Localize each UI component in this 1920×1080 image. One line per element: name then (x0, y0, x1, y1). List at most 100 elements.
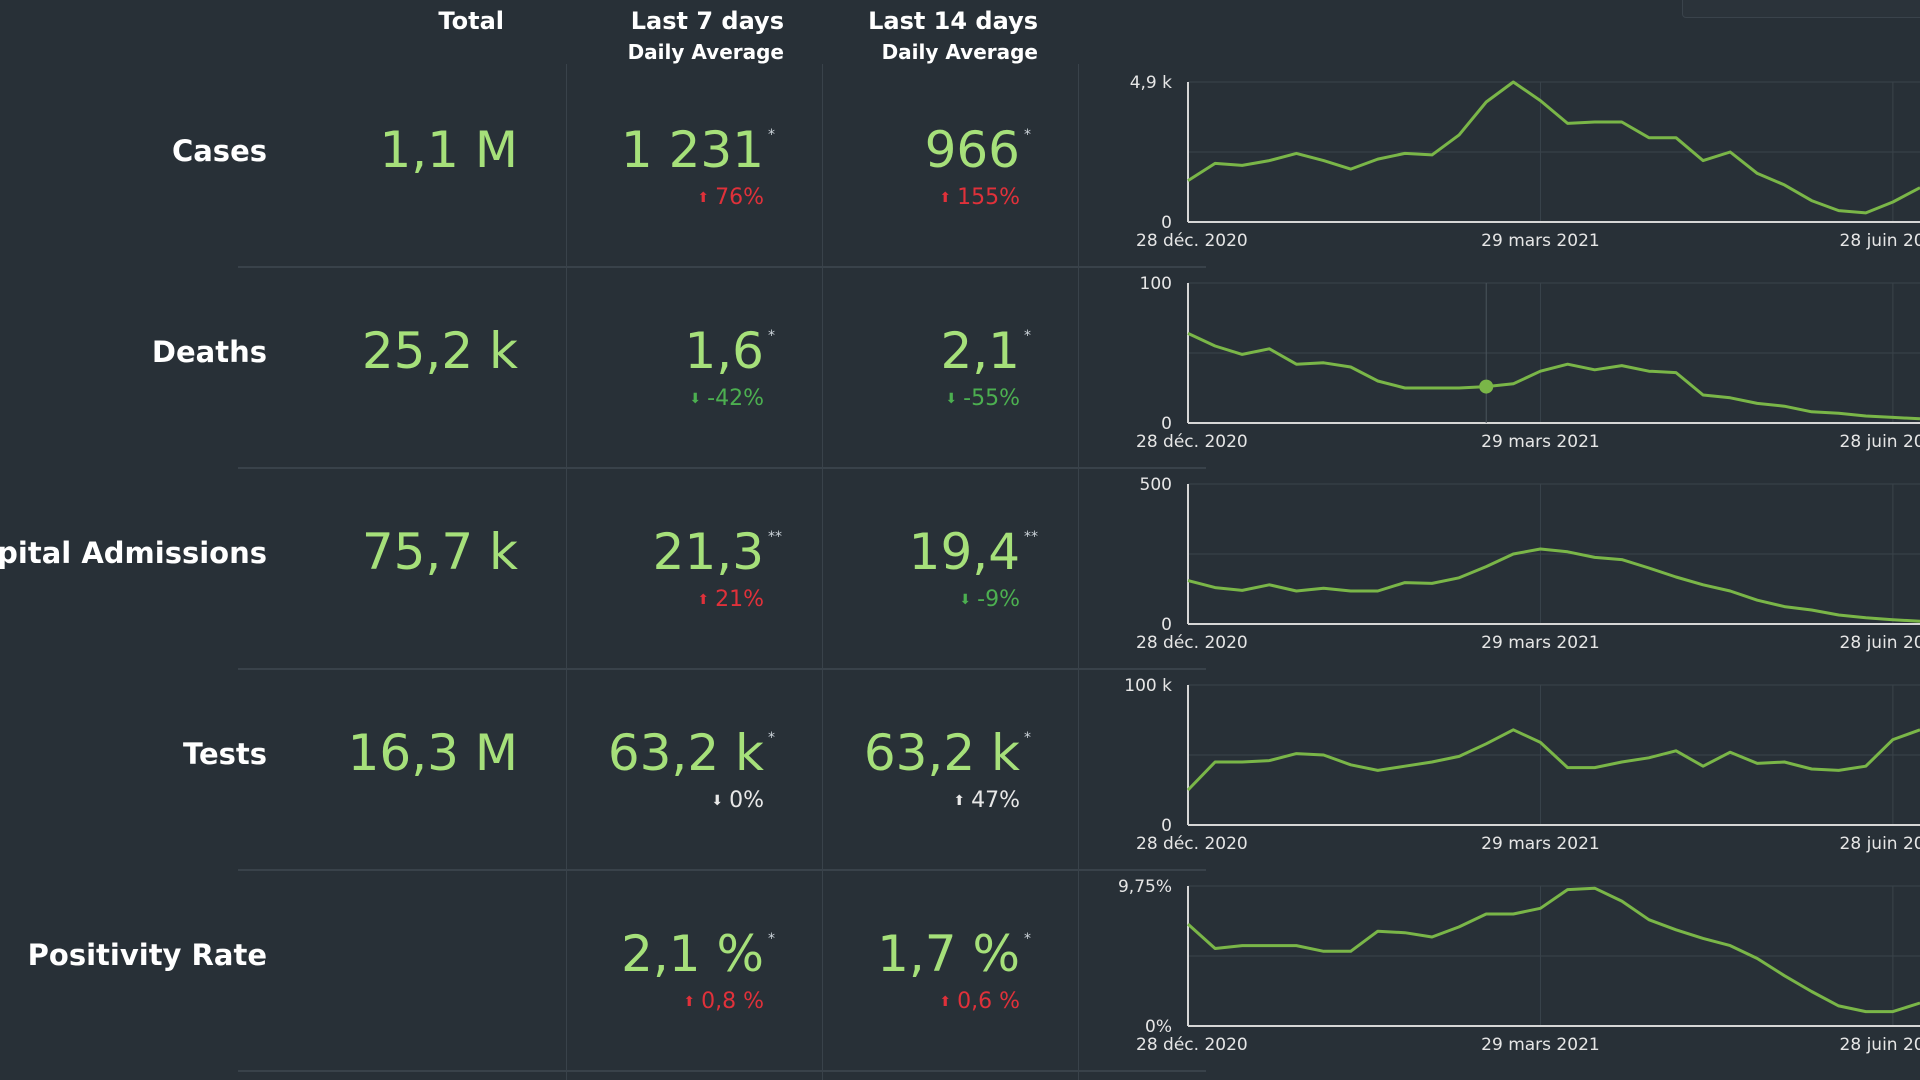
header-last7-label: Last 7 days (630, 7, 784, 35)
column-divider (1078, 64, 1079, 1080)
last7-value: 1 231 (620, 121, 764, 179)
x-tick-label: 29 mars 2021 (1481, 633, 1600, 653)
last7-value: 21,3 (652, 523, 764, 581)
total-value: 1,1 M (379, 121, 518, 179)
last14-change: ⬆ 47% (816, 788, 1020, 814)
last7-change-value: 0,8 % (701, 989, 764, 1014)
x-tick-label: 28 juin 2021 (1840, 834, 1920, 854)
total-value: 16,3 M (347, 724, 518, 782)
last14-value: 2,1 (940, 322, 1020, 380)
total-value: 25,2 k (361, 322, 518, 380)
sparkline-chart: 9,75% 0%28 déc. 2020 29 mars 2021 28 juin 2… (1118, 877, 1920, 1055)
sparkline-chart: 100 k 028 déc. 2020 29 mars 2021 28 juin 20… (1124, 676, 1920, 854)
x-tick-label: 28 déc. 2020 (1136, 231, 1248, 251)
last14-value: 63,2 k (863, 724, 1020, 782)
last7-change: ⬆ 76% (560, 185, 764, 211)
header-last14-label: Last 14 days (868, 7, 1038, 35)
y-tick-label: 100 k (1124, 676, 1172, 696)
x-tick-label: 28 déc. 2020 (1136, 834, 1248, 854)
last14-change: ⬇ -55% (816, 386, 1020, 412)
header-total-label: Total (438, 7, 504, 35)
arrow-down-icon: ⬇ (945, 391, 958, 407)
row-divider (238, 1070, 1206, 1072)
x-tick-label: 28 déc. 2020 (1136, 633, 1248, 653)
arrow-up-icon: ⬆ (683, 994, 696, 1010)
last7-change-value: 0% (729, 788, 764, 813)
last7-footnote-mark: * (768, 931, 775, 947)
y-tick-label: 100 (1140, 274, 1172, 294)
last7-change-value: -42% (707, 386, 764, 411)
y-tick-label: 500 (1140, 475, 1172, 495)
last7-value: 1,6 (684, 322, 764, 380)
last14-footnote-mark: * (1024, 931, 1031, 947)
last14-footnote-mark: * (1024, 730, 1031, 746)
row-divider (238, 668, 1206, 670)
arrow-up-icon: ⬆ (939, 994, 952, 1010)
y-tick-label: 0 (1161, 213, 1172, 233)
arrow-up-icon: ⬆ (697, 592, 710, 608)
total-value: 75,7 k (361, 523, 518, 581)
x-tick-label: 28 déc. 2020 (1136, 1035, 1248, 1055)
row-label: Positivity Rate (27, 938, 267, 972)
x-tick-label: 29 mars 2021 (1481, 231, 1600, 251)
y-tick-label: 0 (1161, 414, 1172, 434)
x-tick-label: 29 mars 2021 (1481, 834, 1600, 854)
y-tick-label: 0 (1161, 615, 1172, 635)
last14-change: ⬆ 155% (816, 185, 1020, 211)
y-tick-label: 9,75% (1118, 877, 1172, 897)
x-tick-label: 29 mars 2021 (1481, 432, 1600, 452)
last14-change-value: 155% (957, 185, 1020, 210)
series-line (1186, 728, 1920, 792)
x-tick-label: 28 juin 2021 (1840, 432, 1920, 452)
x-tick-label: 28 juin 2021 (1840, 633, 1920, 653)
arrow-up-icon: ⬆ (953, 793, 966, 809)
sparkline-chart: 4,9 k 028 déc. 2020 29 mars 2021 28 juin 20… (1130, 73, 1920, 251)
x-tick-label: 28 juin 2021 (1840, 231, 1920, 251)
last14-footnote-mark: ** (1024, 529, 1038, 545)
date-range-box[interactable] (1682, 0, 1920, 18)
header-last14: Last 14 days Daily Average (816, 6, 1038, 68)
last14-value: 966 (924, 121, 1020, 179)
series-line (1187, 332, 1920, 421)
last7-value: 2,1 % (621, 925, 764, 983)
arrow-up-icon: ⬆ (939, 190, 952, 206)
last7-change: ⬇ -42% (560, 386, 764, 412)
header-last14-sub: Daily Average (881, 40, 1038, 64)
arrow-down-icon: ⬇ (959, 592, 972, 608)
last14-value: 1,7 % (877, 925, 1020, 983)
last7-footnote-mark: * (768, 127, 775, 143)
last7-change: ⬆ 21% (560, 587, 764, 613)
last14-footnote-mark: * (1024, 328, 1031, 344)
last14-change-value: -55% (963, 386, 1020, 411)
last7-value: 63,2 k (607, 724, 764, 782)
row-divider (238, 467, 1206, 469)
last14-footnote-mark: * (1024, 127, 1031, 143)
last7-change-value: 76% (715, 185, 764, 210)
header-last7-sub: Daily Average (627, 40, 784, 64)
arrow-down-icon: ⬇ (689, 391, 702, 407)
y-tick-label: 4,9 k (1130, 73, 1172, 93)
x-tick-label: 29 mars 2021 (1481, 1035, 1600, 1055)
row-label: Hospital Admissions (0, 536, 267, 570)
y-tick-label: 0 (1161, 816, 1172, 836)
last14-change-value: 47% (971, 788, 1020, 813)
last7-footnote-mark: * (768, 328, 775, 344)
last14-change-value: 0,6 % (957, 989, 1020, 1014)
last7-change-value: 21% (715, 587, 764, 612)
last7-change: ⬆ 0,8 % (560, 989, 764, 1015)
arrow-up-icon: ⬆ (697, 190, 710, 206)
sparkline-chart: 500 028 déc. 2020 29 mars 2021 28 juin 2021 (1136, 475, 1920, 653)
last7-footnote-mark: * (768, 730, 775, 746)
x-tick-label: 28 juin 2021 (1840, 1035, 1920, 1055)
last14-change: ⬆ 0,6 % (816, 989, 1020, 1015)
column-divider (822, 64, 823, 1080)
arrow-down-icon: ⬇ (711, 793, 724, 809)
row-label: Tests (183, 737, 267, 771)
column-divider (566, 64, 567, 1080)
last14-change-value: -9% (977, 587, 1020, 612)
series-line (1186, 886, 1920, 1014)
series-line (1187, 80, 1920, 215)
last14-value: 19,4 (908, 523, 1020, 581)
last14-change: ⬇ -9% (816, 587, 1020, 613)
row-divider (238, 266, 1206, 268)
